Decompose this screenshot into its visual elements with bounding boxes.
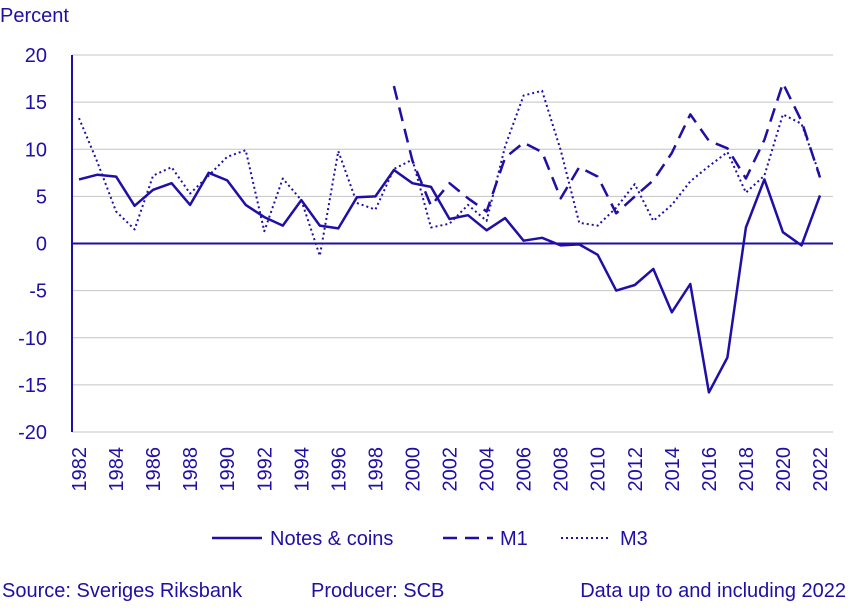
x-tick-label: 1992: [254, 447, 276, 492]
x-tick-label: 2018: [736, 447, 758, 492]
series-line-notes-coins: [78, 168, 822, 394]
x-tick-label: 2016: [699, 447, 721, 492]
legend-label: M3: [620, 528, 648, 550]
y-tick-label: 20: [25, 45, 47, 67]
x-tick-label: 1994: [291, 447, 313, 492]
series-lines: [78, 82, 822, 394]
x-tick-label: 2000: [402, 447, 424, 492]
x-tick-label: 1990: [217, 447, 239, 492]
x-axis: 1982 1984 1986 1988 1990 1992 1994 1996 1998 2000…: [69, 242, 833, 492]
y-tick-label: 0: [36, 234, 47, 256]
y-axis-label: Percent: [0, 5, 69, 27]
legend-label: M1: [500, 528, 528, 550]
y-tick-label: 10: [25, 139, 47, 161]
x-tick-label: 2002: [440, 447, 462, 492]
x-tick-label: 2020: [773, 447, 795, 492]
gridlines: [72, 54, 833, 433]
x-tick-label: 1998: [365, 447, 387, 492]
x-tick-label: 2010: [588, 447, 610, 492]
x-tick-label: 2014: [662, 447, 684, 492]
x-tick-label: 2022: [810, 447, 832, 492]
y-tick-label: 15: [25, 92, 47, 114]
x-tick-label: 1984: [106, 447, 128, 492]
y-tick-label: -20: [18, 422, 47, 444]
y-axis: 20 15 10 5 0 -5 -10 -15 -20: [18, 45, 73, 444]
x-tick-label: 1986: [143, 447, 165, 492]
y-tick-label: 5: [36, 186, 47, 208]
producer-note: Producer: SCB: [311, 580, 444, 602]
x-tick-label: 2004: [477, 447, 499, 492]
series-line-m3: [78, 89, 821, 257]
y-tick-label: -5: [29, 281, 47, 303]
x-tick-label: 1988: [180, 447, 202, 492]
x-tick-label: 1996: [328, 447, 350, 492]
legend-label: Notes & coins: [270, 528, 393, 550]
y-tick-label: -15: [18, 375, 47, 397]
series-line-m1: [392, 82, 822, 215]
x-tick-label: 2006: [514, 447, 536, 492]
x-tick-label: 1982: [69, 447, 91, 492]
y-tick-label: -10: [18, 328, 47, 350]
x-tick-label: 2008: [551, 447, 573, 492]
legend: Notes & coins M1 M3: [212, 528, 648, 550]
source-note: Source: Sveriges Riksbank: [2, 580, 243, 602]
data-note: Data up to and including 2022: [580, 580, 846, 602]
x-tick-label: 2012: [625, 447, 647, 492]
